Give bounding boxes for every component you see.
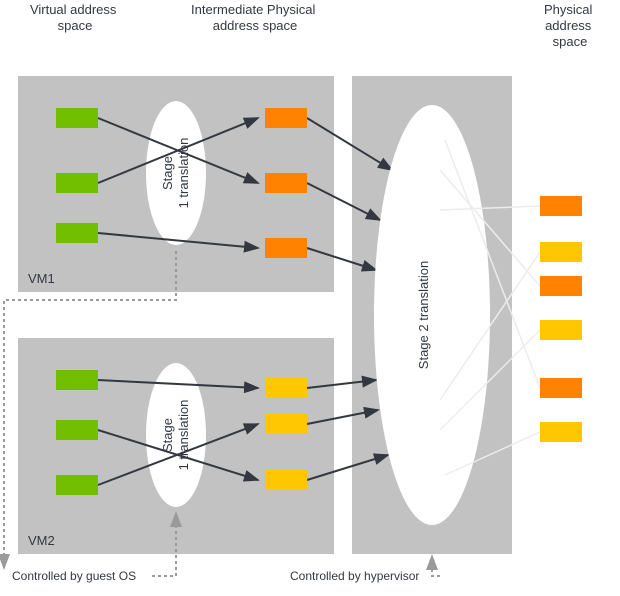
page-block: [540, 276, 582, 296]
page-block: [265, 378, 307, 398]
virtual-address-space-label: Virtual address space: [30, 2, 120, 33]
page-block: [56, 108, 98, 128]
page-block: [265, 414, 307, 434]
vm2-label: VM2: [28, 533, 55, 548]
physical-address-space-label: Physical address space: [544, 2, 596, 49]
vm1-label: VM1: [28, 271, 55, 286]
physical-pages: [540, 196, 582, 442]
page-block: [540, 320, 582, 340]
page-block: [56, 420, 98, 440]
page-block: [265, 108, 307, 128]
page-block: [56, 475, 98, 495]
vm2-ipa-pages: [265, 378, 307, 490]
page-block: [56, 370, 98, 390]
hypervisor-connector: [432, 556, 440, 576]
page-block: [265, 173, 307, 193]
header-labels: Virtual address space Intermediate Physi…: [30, 2, 596, 49]
page-block: [265, 238, 307, 258]
page-block: [540, 242, 582, 262]
virtualization-translation-diagram: Virtual address space Intermediate Physi…: [0, 0, 620, 596]
stage2-label: Stage 2 translation: [416, 261, 431, 369]
page-block: [540, 196, 582, 216]
intermediate-address-space-label: Intermediate Physical address space: [191, 2, 319, 33]
page-block: [540, 378, 582, 398]
page-block: [56, 223, 98, 243]
page-block: [56, 173, 98, 193]
controlled-by-guest-label: Controlled by guest OS: [12, 569, 136, 583]
page-block: [540, 422, 582, 442]
page-block: [265, 470, 307, 490]
vm2-virtual-pages: [56, 370, 98, 495]
controlled-by-hypervisor-label: Controlled by hypervisor: [290, 569, 419, 583]
